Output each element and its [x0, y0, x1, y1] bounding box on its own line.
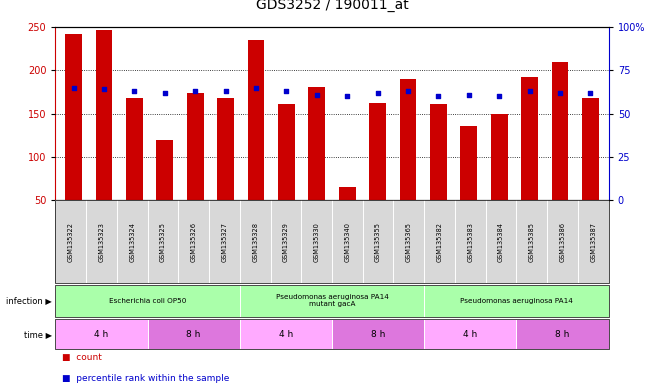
Point — [525, 88, 535, 94]
Bar — [582, 98, 599, 200]
Bar — [400, 79, 417, 200]
Text: GSM135387: GSM135387 — [590, 222, 596, 262]
Text: GSM135330: GSM135330 — [314, 222, 320, 262]
Point — [372, 90, 383, 96]
Point — [555, 90, 565, 96]
Text: GSM135385: GSM135385 — [529, 222, 535, 262]
Text: GSM135384: GSM135384 — [498, 222, 504, 262]
Text: GSM135329: GSM135329 — [283, 222, 289, 262]
Text: GSM135327: GSM135327 — [221, 222, 227, 262]
Bar — [339, 187, 355, 200]
Text: GSM135383: GSM135383 — [467, 222, 473, 262]
Text: 8 h: 8 h — [371, 329, 385, 339]
Text: GSM135386: GSM135386 — [560, 222, 566, 262]
Point — [99, 86, 109, 93]
Text: GSM135382: GSM135382 — [437, 222, 443, 262]
Point — [464, 91, 474, 98]
Text: GSM135325: GSM135325 — [160, 222, 166, 262]
Bar — [309, 87, 325, 200]
Point — [585, 90, 596, 96]
Bar — [96, 30, 113, 200]
Bar — [187, 93, 204, 200]
Bar — [247, 40, 264, 200]
Text: GDS3252 / 190011_at: GDS3252 / 190011_at — [256, 0, 408, 12]
Point — [251, 84, 261, 91]
Text: GSM135323: GSM135323 — [98, 222, 104, 262]
Text: GSM135365: GSM135365 — [406, 222, 412, 262]
Text: time ▶: time ▶ — [24, 329, 52, 339]
Text: ■  percentile rank within the sample: ■ percentile rank within the sample — [62, 374, 229, 383]
Bar — [217, 98, 234, 200]
Point — [129, 88, 139, 94]
Text: 4 h: 4 h — [279, 329, 293, 339]
Text: GSM135340: GSM135340 — [344, 222, 350, 262]
Text: GSM135328: GSM135328 — [252, 222, 258, 262]
Bar — [460, 126, 477, 200]
Bar — [65, 34, 82, 200]
Text: GSM135326: GSM135326 — [191, 222, 197, 262]
Point — [494, 93, 505, 99]
Bar — [491, 114, 508, 200]
Bar — [278, 104, 295, 200]
Point — [433, 93, 443, 99]
Text: 8 h: 8 h — [555, 329, 570, 339]
Bar — [551, 63, 568, 200]
Point — [342, 93, 352, 99]
Text: Pseudomonas aeruginosa PA14: Pseudomonas aeruginosa PA14 — [460, 298, 573, 304]
Bar — [156, 140, 173, 200]
Bar — [369, 103, 386, 200]
Text: GSM135355: GSM135355 — [375, 222, 381, 262]
Text: GSM135322: GSM135322 — [68, 222, 74, 262]
Point — [403, 88, 413, 94]
Bar — [126, 98, 143, 200]
Text: infection ▶: infection ▶ — [7, 296, 52, 305]
Text: 4 h: 4 h — [94, 329, 109, 339]
Point — [190, 88, 201, 94]
Text: 8 h: 8 h — [186, 329, 201, 339]
Point — [159, 90, 170, 96]
Point — [281, 88, 292, 94]
Text: Escherichia coli OP50: Escherichia coli OP50 — [109, 298, 186, 304]
Text: Pseudomonas aeruginosa PA14
mutant gacA: Pseudomonas aeruginosa PA14 mutant gacA — [275, 295, 389, 307]
Text: ■  count: ■ count — [62, 353, 102, 362]
Text: 4 h: 4 h — [464, 329, 477, 339]
Bar — [430, 104, 447, 200]
Point — [68, 84, 79, 91]
Text: GSM135324: GSM135324 — [129, 222, 135, 262]
Point — [312, 91, 322, 98]
Point — [221, 88, 231, 94]
Bar — [521, 77, 538, 200]
